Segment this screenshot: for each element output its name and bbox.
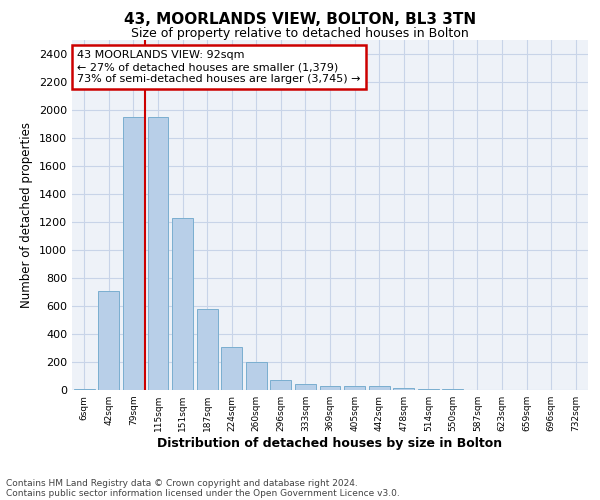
X-axis label: Distribution of detached houses by size in Bolton: Distribution of detached houses by size … <box>157 437 503 450</box>
Y-axis label: Number of detached properties: Number of detached properties <box>20 122 34 308</box>
Bar <box>98 290 119 390</box>
Text: 43 MOORLANDS VIEW: 92sqm
← 27% of detached houses are smaller (1,379)
73% of sem: 43 MOORLANDS VIEW: 92sqm ← 27% of detach… <box>77 50 361 84</box>
Bar <box>344 386 365 390</box>
Bar <box>148 117 169 390</box>
Bar <box>271 380 292 390</box>
Bar <box>197 309 218 390</box>
Text: Contains public sector information licensed under the Open Government Licence v3: Contains public sector information licen… <box>6 488 400 498</box>
Text: Contains HM Land Registry data © Crown copyright and database right 2024.: Contains HM Land Registry data © Crown c… <box>6 478 358 488</box>
Text: Size of property relative to detached houses in Bolton: Size of property relative to detached ho… <box>131 28 469 40</box>
Bar <box>74 388 95 390</box>
Bar <box>320 386 340 390</box>
Bar <box>295 384 316 390</box>
Text: 43, MOORLANDS VIEW, BOLTON, BL3 3TN: 43, MOORLANDS VIEW, BOLTON, BL3 3TN <box>124 12 476 28</box>
Bar <box>368 386 389 390</box>
Bar <box>221 348 242 390</box>
Bar <box>172 218 193 390</box>
Bar <box>123 117 144 390</box>
Bar <box>393 388 414 390</box>
Bar <box>246 362 267 390</box>
Bar <box>442 388 463 390</box>
